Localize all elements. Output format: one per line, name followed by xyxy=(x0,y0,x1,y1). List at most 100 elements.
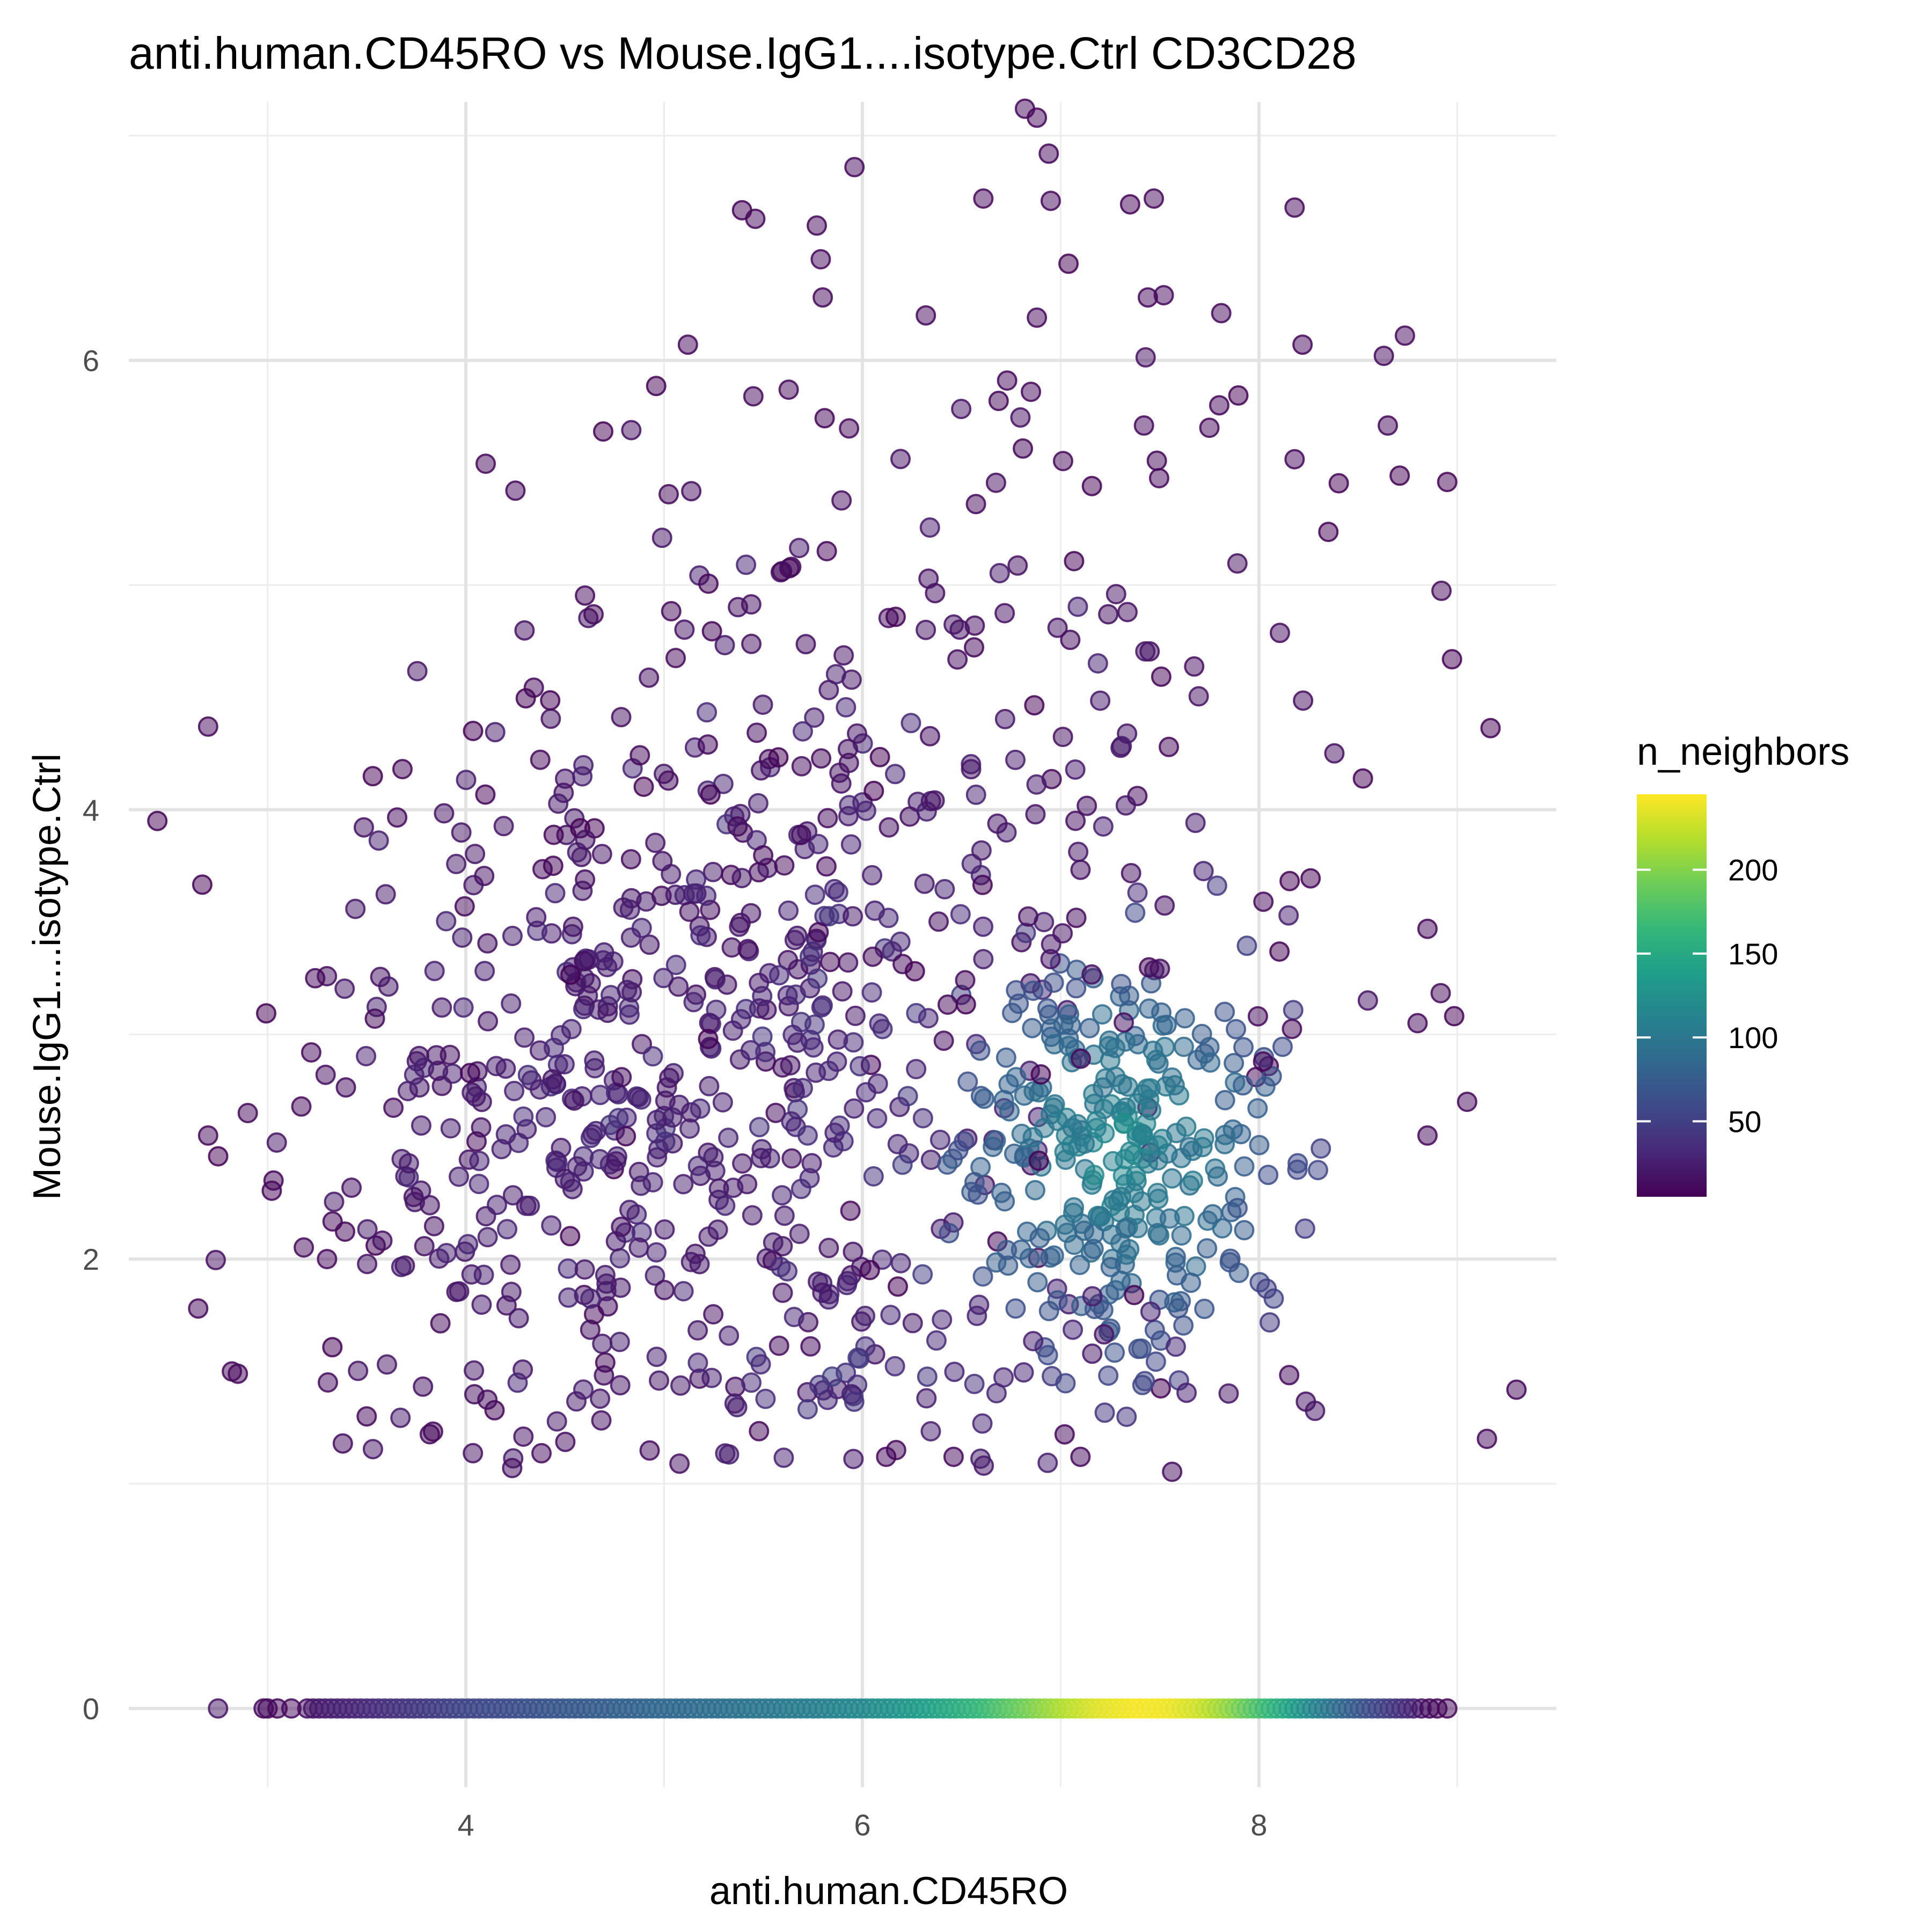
scatter-point xyxy=(850,1056,870,1077)
scatter-point xyxy=(1476,1429,1497,1450)
scatter-point xyxy=(718,1128,739,1148)
scatter-point xyxy=(208,1146,229,1167)
scatter-point xyxy=(419,1195,440,1216)
scatter-point xyxy=(577,985,598,1006)
scatter-point xyxy=(426,1045,447,1066)
scatter-point xyxy=(1027,1272,1048,1293)
scatter-point xyxy=(1023,980,1044,1001)
scatter-point xyxy=(354,817,374,838)
scatter-point xyxy=(755,1388,776,1409)
scatter-point xyxy=(1040,191,1061,211)
scatter-point xyxy=(1102,1151,1123,1172)
y-tick-label: 0 xyxy=(83,1692,99,1725)
scatter-point xyxy=(305,968,326,989)
scatter-point xyxy=(1067,596,1088,617)
scatter-point xyxy=(674,885,695,906)
scatter-point xyxy=(341,1177,362,1198)
scatter-point xyxy=(1070,859,1091,880)
scatter-point xyxy=(430,1313,451,1334)
scatter-point xyxy=(968,1184,989,1205)
scatter-point xyxy=(888,1276,908,1297)
scatter-point xyxy=(1110,1233,1131,1254)
scatter-point xyxy=(763,1232,784,1253)
scatter-point xyxy=(1010,407,1031,428)
scatter-point xyxy=(687,1352,708,1373)
scatter-point xyxy=(621,420,642,441)
scatter-point xyxy=(797,1399,818,1419)
scatter-point xyxy=(1174,1008,1195,1029)
scatter-point xyxy=(1135,1371,1155,1392)
scatter-point xyxy=(573,1161,594,1182)
scatter-point xyxy=(1018,906,1038,927)
scatter-point xyxy=(1156,1014,1177,1035)
scatter-point xyxy=(843,1032,864,1053)
scatter-point xyxy=(1070,1048,1091,1069)
scatter-point xyxy=(575,585,596,606)
scatter-point xyxy=(1140,1301,1161,1322)
scatter-point xyxy=(318,1372,338,1393)
scatter-point xyxy=(974,1088,994,1109)
scatter-point xyxy=(1260,1312,1280,1333)
scatter-point xyxy=(357,1254,378,1275)
scatter-point xyxy=(505,480,526,501)
scatter-point xyxy=(1081,475,1102,496)
scatter-point xyxy=(1300,868,1321,889)
scatter-point xyxy=(1200,1052,1221,1073)
scatter-point xyxy=(961,853,982,874)
scatter-point xyxy=(1066,908,1087,928)
y-tick-label: 2 xyxy=(83,1242,99,1276)
scatter-point xyxy=(497,1219,517,1240)
scatter-point xyxy=(769,965,789,986)
scatter-point xyxy=(1065,759,1086,780)
scatter-point xyxy=(743,386,764,407)
scatter-point xyxy=(531,1443,552,1463)
scatter-point xyxy=(1086,1118,1107,1138)
scatter-point xyxy=(513,1106,534,1127)
scatter-point xyxy=(530,749,551,770)
scatter-point xyxy=(839,418,860,439)
scatter-point xyxy=(1074,1220,1095,1241)
scatter-point xyxy=(750,1354,771,1375)
scatter-point xyxy=(943,1446,964,1467)
scatter-point xyxy=(1205,1158,1226,1179)
scatter-point xyxy=(971,840,992,861)
scatter-point xyxy=(669,1453,690,1474)
scatter-point xyxy=(1054,1141,1075,1162)
scatter-point xyxy=(1052,727,1073,748)
scatter-point xyxy=(422,1421,443,1442)
scatter-point xyxy=(616,1126,636,1147)
scatter-point xyxy=(673,1281,694,1301)
scatter-point xyxy=(791,824,811,845)
scatter-point xyxy=(847,1348,868,1368)
scatter-point xyxy=(1006,1067,1027,1088)
scatter-point xyxy=(1318,522,1339,543)
scatter-point xyxy=(890,1253,911,1274)
scatter-point xyxy=(1159,736,1179,757)
scatter-point xyxy=(642,1172,663,1192)
scatter-point xyxy=(642,1046,663,1067)
scatter-point xyxy=(885,764,905,785)
scatter-point xyxy=(656,1077,677,1098)
scatter-point xyxy=(446,853,467,874)
scatter-point xyxy=(514,620,535,641)
scatter-point xyxy=(1014,1085,1035,1106)
scatter-point xyxy=(573,755,594,775)
scatter-point xyxy=(934,879,955,899)
scatter-point xyxy=(646,376,667,397)
scatter-point xyxy=(817,808,838,829)
scatter-point xyxy=(1287,1153,1308,1174)
scatter-point xyxy=(813,287,833,308)
scatter-point xyxy=(904,961,925,982)
scatter-point xyxy=(633,777,654,797)
scatter-point xyxy=(1202,1204,1223,1225)
scatter-point xyxy=(1258,1165,1279,1185)
scatter-point xyxy=(1025,804,1046,825)
scatter-point xyxy=(1209,395,1230,416)
scatter-point xyxy=(752,986,773,1007)
scatter-point xyxy=(1104,1342,1125,1363)
scatter-point xyxy=(950,904,971,925)
scatter-point xyxy=(322,1337,343,1358)
scatter-point xyxy=(661,601,682,621)
scatter-point xyxy=(345,898,366,919)
scatter-point xyxy=(1357,990,1378,1011)
